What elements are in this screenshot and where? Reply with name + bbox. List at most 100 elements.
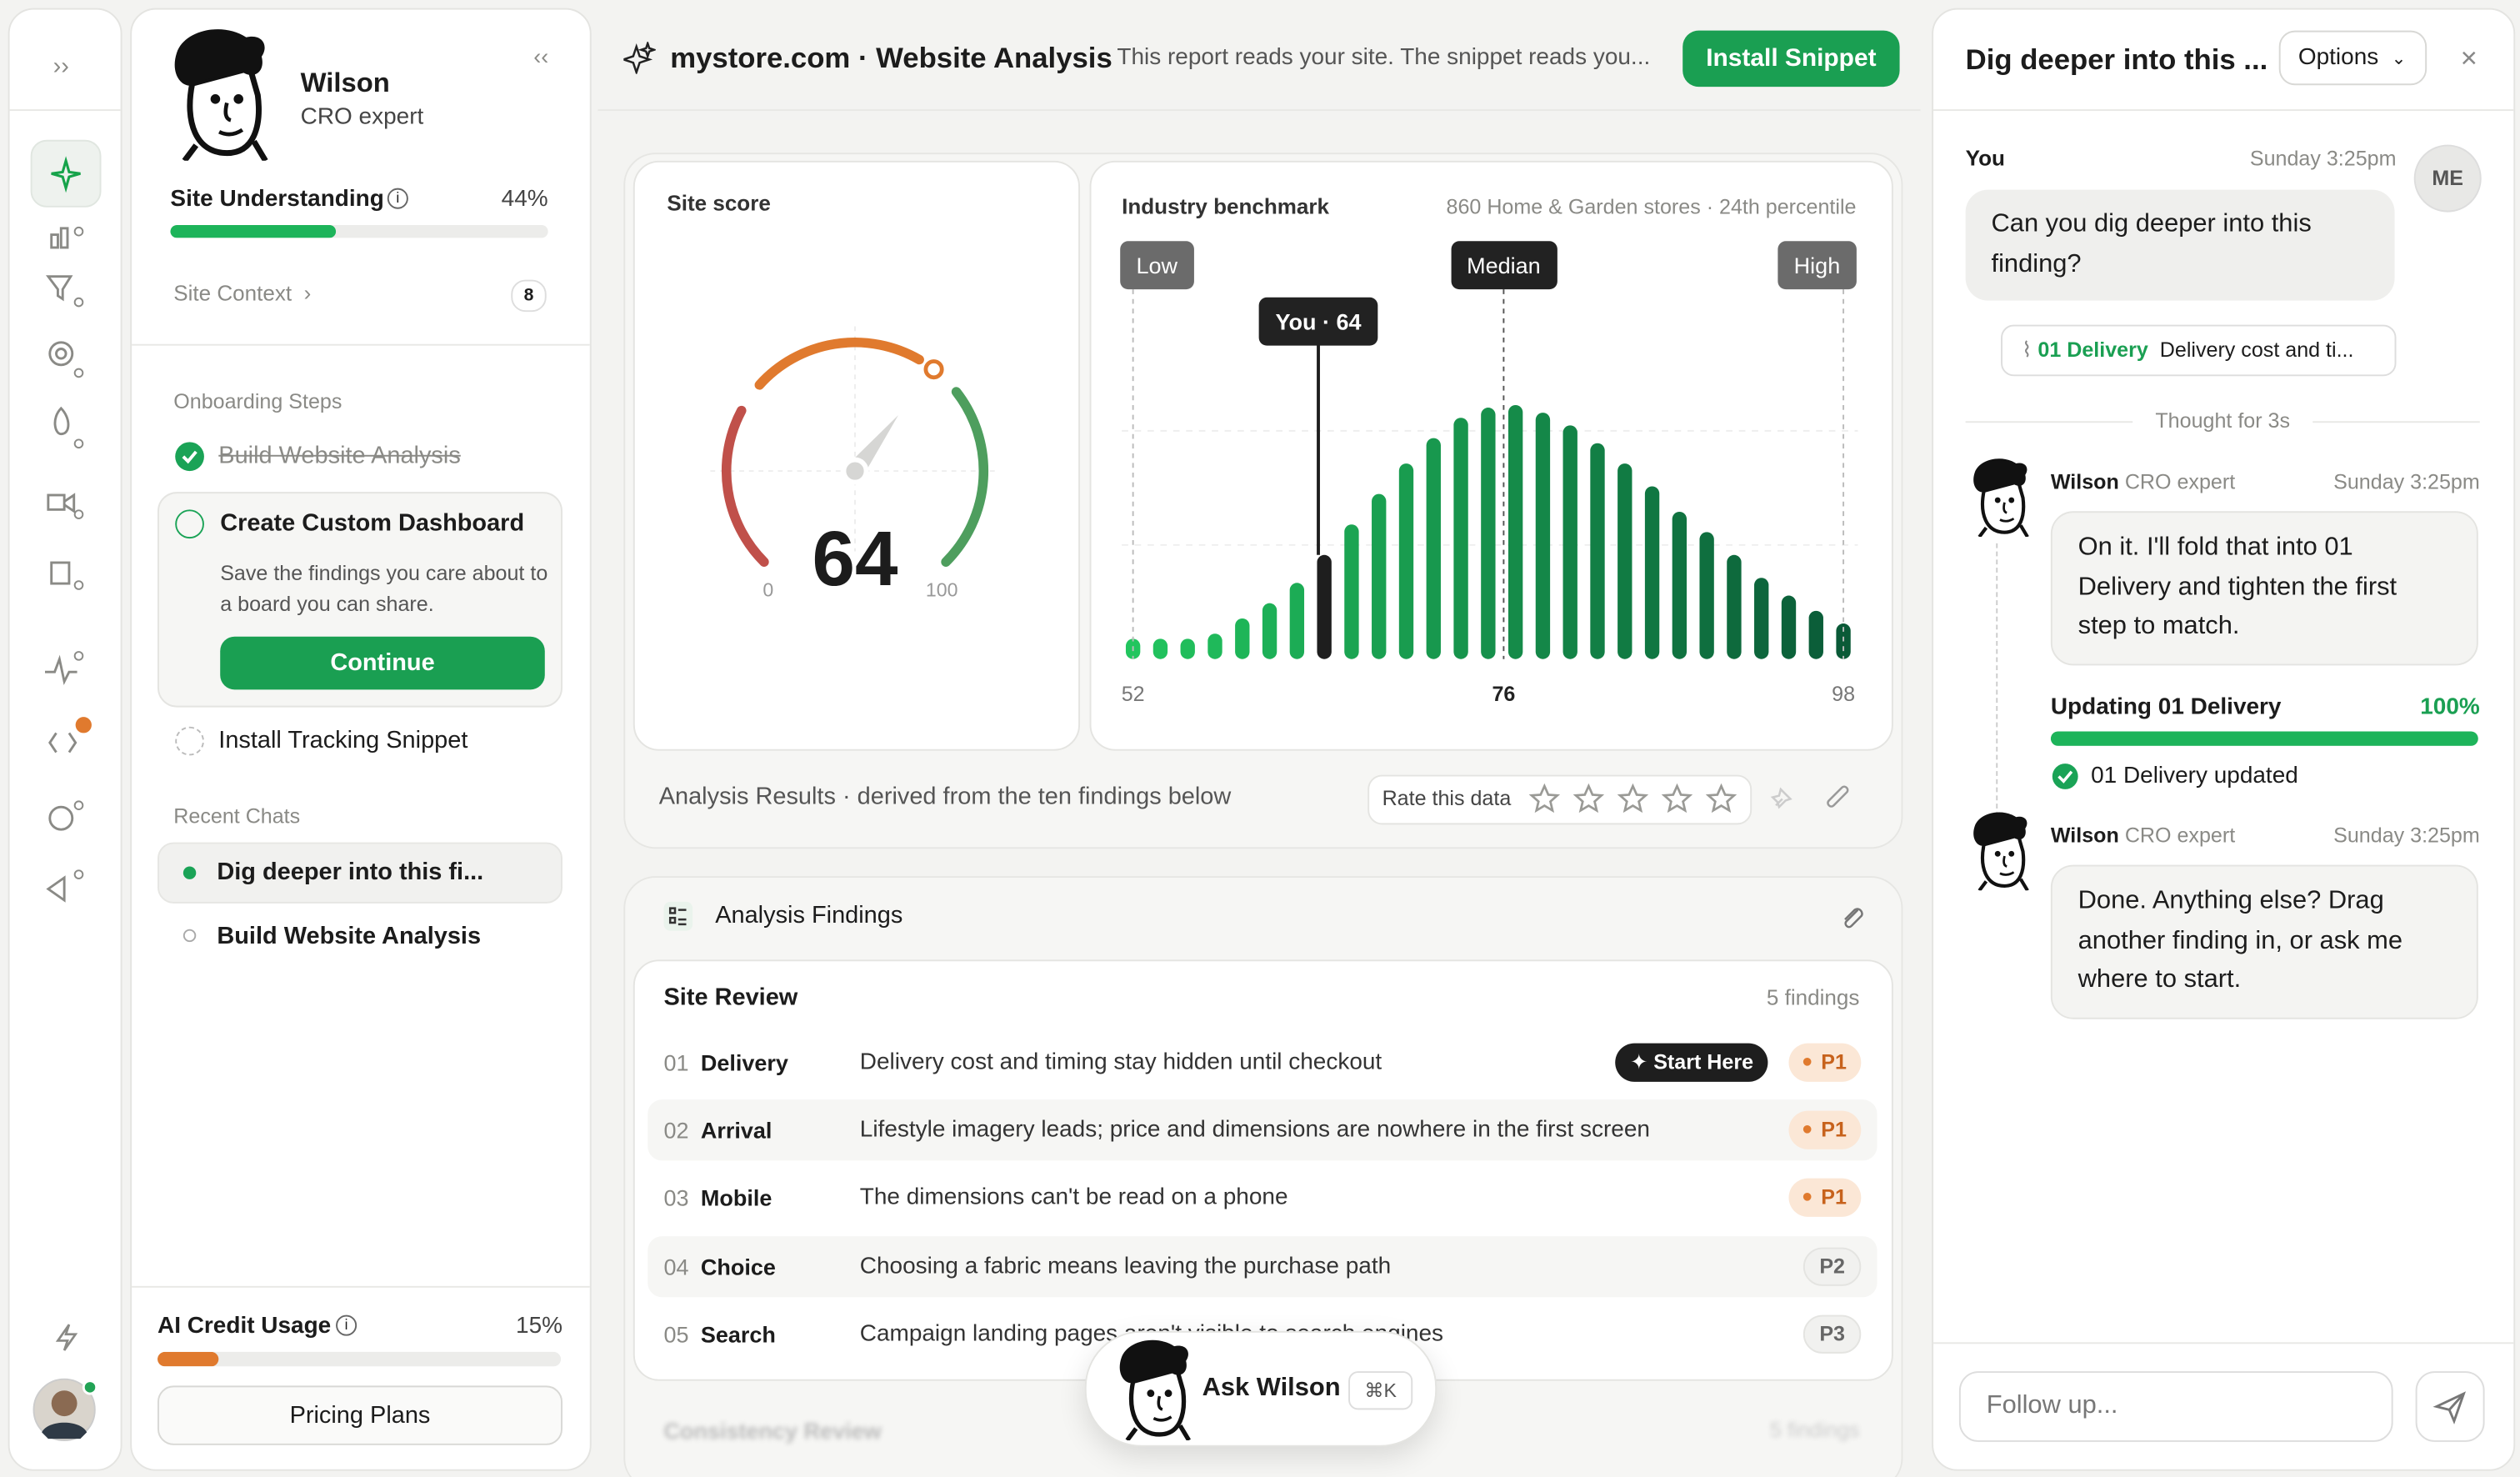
- histogram-bar: [1699, 532, 1714, 659]
- icon-part: [1770, 787, 1792, 809]
- icon-part: [1827, 785, 1849, 808]
- options-button[interactable]: Options ⌄: [2278, 30, 2428, 86]
- message-author: Wilson CRO expert: [2051, 466, 2235, 498]
- shape: [598, 109, 1921, 112]
- priority-pill: P1: [1788, 1111, 1862, 1150]
- gauge-max: 100: [926, 579, 958, 601]
- group-title: Site Review: [663, 984, 798, 1012]
- info-icon[interactable]: i: [336, 1314, 358, 1336]
- chats-heading: Recent Chats: [173, 804, 301, 829]
- close-icon[interactable]: ×: [2460, 42, 2478, 74]
- install-button[interactable]: Install Snippet: [1682, 30, 1900, 88]
- priority-label: P1: [1821, 1049, 1847, 1074]
- finding-number: 04: [663, 1253, 689, 1279]
- finding-row[interactable]: 01 Delivery Delivery cost and timing stay …: [648, 1032, 1877, 1093]
- info-icon[interactable]: i: [387, 188, 408, 209]
- histogram-bar: [1180, 638, 1195, 659]
- step-card: Create Custom Dashboard Save the finding…: [157, 492, 562, 708]
- icon-part: [73, 226, 84, 879]
- chat-title: Dig deeper into this ...: [1965, 43, 2268, 76]
- attach-icon[interactable]: [1838, 904, 1864, 929]
- histogram-bar: [1754, 578, 1769, 659]
- collapse-icon[interactable]: ‹‹: [533, 43, 549, 69]
- site-context-label: Site Context: [173, 281, 292, 306]
- chat-input[interactable]: Follow up...: [1958, 1371, 2393, 1442]
- shape: [9, 109, 121, 112]
- check-icon: [2052, 764, 2078, 789]
- shape: [2312, 421, 2480, 423]
- shortcut: ⌘K: [1348, 1371, 1413, 1410]
- x-tick-label: 76: [1492, 683, 1515, 706]
- findings-title: Analysis Findings: [715, 901, 903, 929]
- analysis-caption: Analysis Results · derived from the ten …: [658, 783, 1232, 810]
- icon-part: [48, 805, 74, 831]
- icon-part: [2058, 770, 2073, 784]
- thought-label: Thought for 3s: [2155, 408, 2291, 433]
- score-value: 64: [812, 515, 898, 602]
- header-subtitle: This report reads your site. The snippet…: [1117, 44, 1651, 71]
- pricing-button[interactable]: Pricing Plans: [157, 1385, 562, 1445]
- shape: [132, 1285, 590, 1288]
- rate-label: Rate this data: [1382, 786, 1512, 810]
- finding-name: Arrival: [700, 1117, 772, 1144]
- stars[interactable]: [1528, 783, 1745, 815]
- credit-fill: [157, 1351, 218, 1367]
- credit-track: [157, 1351, 562, 1367]
- icon-part: [44, 227, 78, 903]
- continue-button[interactable]: Continue: [220, 636, 545, 690]
- finding-number: 02: [663, 1117, 689, 1144]
- rail-icons[interactable]: [42, 218, 93, 909]
- expand-icon[interactable]: ››: [52, 53, 69, 81]
- pending-icon: [175, 726, 204, 756]
- histogram-bar: [1426, 438, 1441, 659]
- progress-label: Updating 01 Delivery: [2050, 694, 2282, 720]
- finding-row[interactable]: 02 Arrival Lifestyle imagery leads; price …: [648, 1099, 1878, 1161]
- card-actions[interactable]: [1767, 783, 1863, 815]
- send-button[interactable]: [2415, 1371, 2485, 1442]
- step-circle: [175, 509, 204, 539]
- icon-part: [75, 717, 92, 733]
- user-avatar[interactable]: [32, 1378, 100, 1445]
- priority-pill: P3: [1803, 1314, 1862, 1354]
- histogram-bar: [1590, 443, 1605, 659]
- priority-dot: [1803, 1125, 1812, 1134]
- attachment-chip[interactable]: ⌇ 01 Delivery Delivery cost and ti...: [2001, 324, 2397, 377]
- finding-name: Choice: [700, 1253, 776, 1279]
- score-card: [632, 160, 1080, 751]
- step-label: Build Website Analysis: [218, 442, 461, 470]
- priority-dot: [1803, 1193, 1812, 1202]
- icon-part: [48, 732, 78, 754]
- bolt-icon[interactable]: [52, 1321, 84, 1354]
- x-tick-label: 98: [1832, 683, 1855, 706]
- finding-row[interactable]: 03 Mobile The dimensions can't be read on …: [648, 1168, 1877, 1229]
- icon-rail: ››: [8, 8, 122, 1471]
- author-name: Wilson: [2050, 469, 2119, 494]
- understanding-fill: [170, 225, 337, 238]
- icon-part: [51, 1390, 78, 1417]
- me-avatar: ME: [2413, 144, 2482, 213]
- agent-name: Wilson: [300, 68, 390, 98]
- finding-row[interactable]: 04 Choice Choosing a fabric means leaving …: [648, 1235, 1878, 1297]
- ask-label: Ask Wilson: [1202, 1374, 1341, 1402]
- gauge-marker: [923, 359, 944, 380]
- ask-wilson[interactable]: Ask Wilson ⌘K: [1084, 1330, 1438, 1447]
- agent-role: CRO expert: [300, 104, 424, 131]
- active-icon[interactable]: [30, 139, 102, 208]
- icon-part: [73, 580, 84, 590]
- histogram-bar: [1618, 463, 1632, 659]
- start-badge: ✦ Start Here: [1615, 1043, 1768, 1082]
- wilson-avatar: [1962, 810, 2033, 890]
- finding-text: Lifestyle imagery leads; price and dimen…: [859, 1117, 1650, 1144]
- icon-part: [73, 869, 84, 879]
- chat-item[interactable]: Build Website Analysis: [217, 923, 482, 950]
- icon-part: [63, 493, 76, 513]
- you-label: You · 64: [1259, 297, 1378, 346]
- understanding-value: 44%: [501, 186, 548, 213]
- finding-text: Choosing a fabric means leaving the purc…: [859, 1253, 1392, 1279]
- chat-item-active[interactable]: Dig deeper into this fi...: [157, 842, 562, 904]
- site-context[interactable]: Site Context ›: [173, 281, 312, 306]
- icon-part: [50, 233, 59, 249]
- priority-label: P2: [1819, 1253, 1845, 1278]
- benchmark-title: Industry benchmark: [1122, 194, 1330, 219]
